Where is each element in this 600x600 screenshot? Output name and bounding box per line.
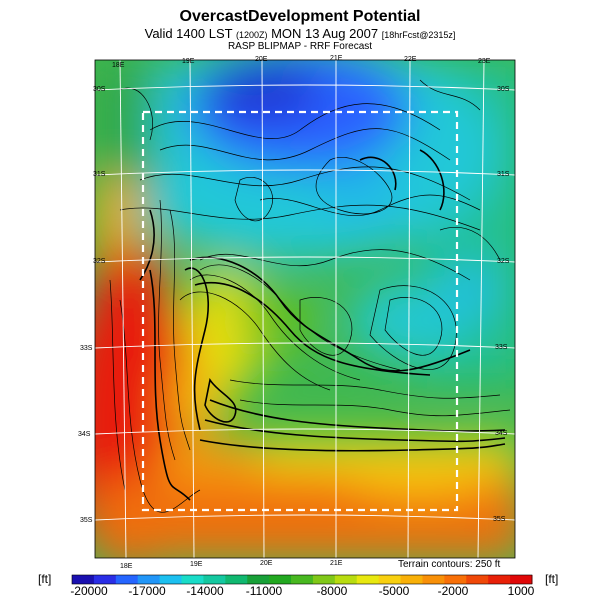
valid-date: MON 13 Aug 2007 bbox=[271, 26, 379, 41]
lat-label: 30S bbox=[93, 86, 106, 93]
lon-label: 18E bbox=[112, 62, 125, 69]
map-frame bbox=[94, 59, 516, 559]
colorbar-tick: -20000 bbox=[70, 584, 108, 598]
lon-label: 20E bbox=[255, 56, 268, 63]
colorbar-swatch bbox=[181, 575, 204, 584]
colorbar-tick: -11000 bbox=[245, 584, 283, 598]
lon-label: 21E bbox=[330, 560, 343, 567]
colorbar-swatch bbox=[93, 575, 117, 584]
lon-label: 18E bbox=[120, 563, 133, 570]
lon-label: 19E bbox=[182, 58, 195, 65]
colorbar-tick: -2000 bbox=[437, 584, 469, 598]
colorbar-swatch bbox=[510, 575, 533, 584]
lon-label: 22E bbox=[404, 56, 417, 63]
colorbar-tick: -5000 bbox=[378, 584, 410, 598]
lon-label: 20E bbox=[260, 560, 273, 567]
terrain-contour-note: Terrain contours: 250 ft bbox=[398, 559, 501, 570]
colorbar-swatch bbox=[488, 575, 511, 584]
colorbar-swatch bbox=[378, 575, 402, 584]
lon-label: 23E bbox=[478, 58, 491, 65]
colorbar-swatch bbox=[115, 575, 139, 584]
overcast-field bbox=[95, 60, 515, 558]
lat-labels-left: 30S 31S 32S 33S 34S 35S bbox=[78, 86, 106, 524]
lat-label: 34S bbox=[495, 430, 508, 437]
lon-label: 21E bbox=[330, 55, 343, 62]
colorbar-tick: -14000 bbox=[186, 584, 224, 598]
colorbar-swatch bbox=[466, 575, 489, 584]
colorbar-unit-left: [ft] bbox=[38, 572, 52, 586]
valid-time-line: Valid 1400 LST (1200Z) MON 13 Aug 2007 [… bbox=[0, 26, 600, 41]
lat-label: 33S bbox=[80, 345, 93, 352]
valid-utc: (1200Z) bbox=[235, 30, 268, 40]
lat-label: 35S bbox=[80, 517, 93, 524]
colorbar-swatch bbox=[203, 575, 226, 584]
colorbar-swatch bbox=[356, 575, 380, 584]
lat-label: 30S bbox=[497, 86, 510, 93]
colorbar-swatch bbox=[159, 575, 183, 584]
colorbar-swatch bbox=[72, 575, 95, 584]
source-line: RASP BLIPMAP - RRF Forecast bbox=[227, 41, 373, 52]
colorbar-unit-right: [ft] bbox=[545, 572, 559, 586]
colorbar-swatch bbox=[247, 575, 270, 584]
colorbar-swatch bbox=[137, 575, 161, 584]
lat-label: 35S bbox=[493, 516, 506, 523]
lat-label: 33S bbox=[495, 344, 508, 351]
colorbar-tick: -8000 bbox=[316, 584, 348, 598]
lat-label: 31S bbox=[93, 171, 106, 178]
colorbar-tick: 1000 bbox=[507, 584, 535, 598]
forecast-lead: [18hrFcst@2315z] bbox=[381, 30, 456, 40]
colorbar-swatch bbox=[291, 575, 314, 584]
lat-label: 34S bbox=[78, 431, 91, 438]
colorbar-frame bbox=[71, 574, 533, 585]
lat-label: 31S bbox=[497, 171, 510, 178]
colorbar-swatch bbox=[422, 575, 445, 584]
colorbar-swatch bbox=[225, 575, 248, 584]
colorbar-swatch bbox=[312, 575, 336, 584]
lat-labels-right: 30S 31S 32S 33S 34S 35S bbox=[493, 86, 510, 523]
lat-label: 32S bbox=[497, 258, 510, 265]
colorbar-swatch bbox=[400, 575, 423, 584]
valid-time: Valid 1400 LST bbox=[144, 26, 233, 41]
lon-labels-bottom: 18E 19E 20E 21E bbox=[120, 560, 343, 570]
colorbar-tick: -17000 bbox=[128, 584, 166, 598]
latlon-grid bbox=[95, 60, 515, 558]
colorbar-swatch bbox=[334, 575, 358, 584]
lat-label: 32S bbox=[93, 258, 106, 265]
colorbar bbox=[72, 575, 533, 584]
colorbar-swatch bbox=[444, 575, 467, 584]
inner-domain-box bbox=[141, 110, 459, 512]
lon-labels-top: 18E 19E 20E 21E 22E 23E bbox=[112, 55, 491, 69]
map-title: OvercastDevelopment Potential bbox=[179, 8, 421, 25]
terrain-contours bbox=[109, 79, 511, 513]
colorbar-swatch bbox=[269, 575, 292, 584]
lon-label: 19E bbox=[190, 561, 203, 568]
